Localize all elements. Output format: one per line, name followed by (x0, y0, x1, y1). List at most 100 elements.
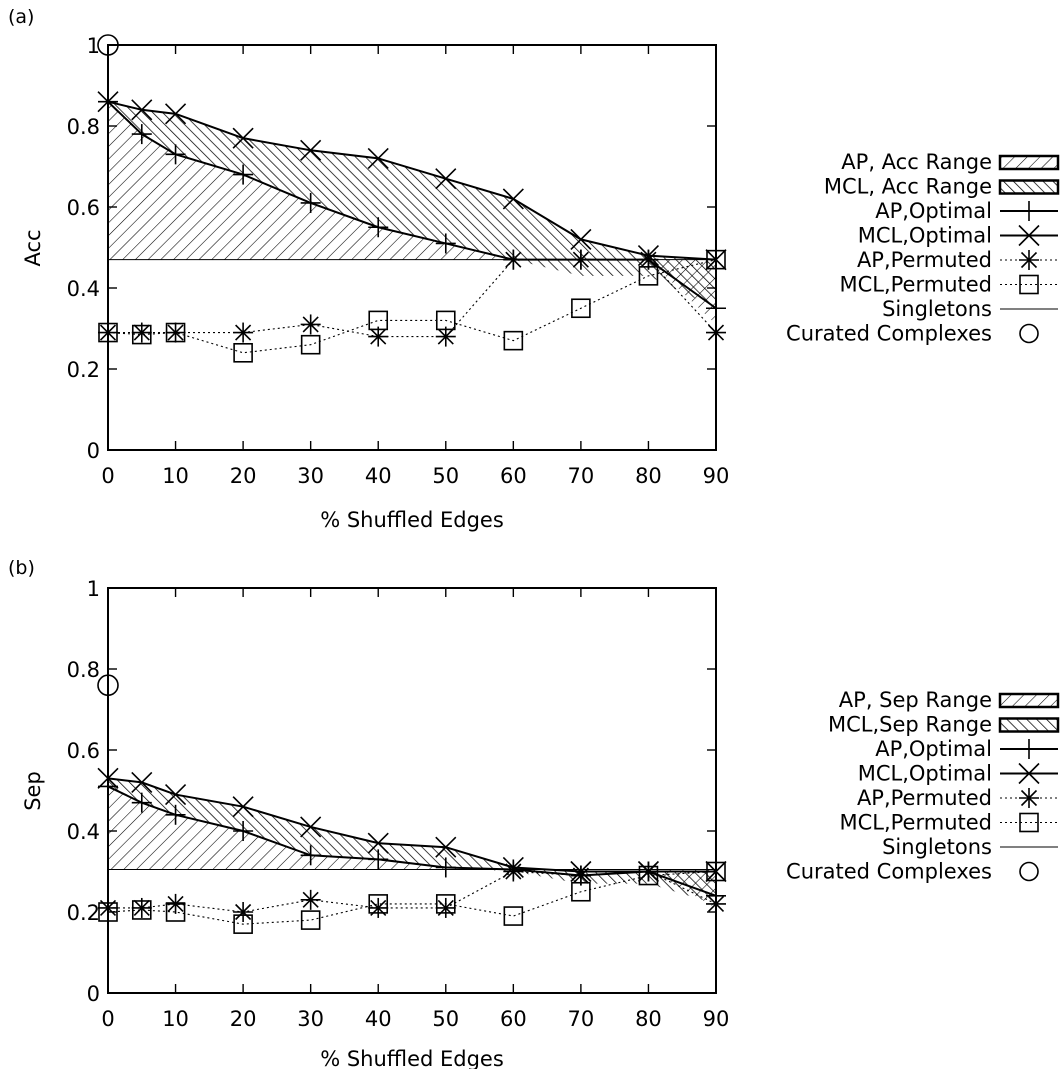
panel-b-legend-swatch (998, 717, 1060, 733)
panel-b-x-tick-label: 20 (230, 1007, 257, 1031)
panel-b: (b) 0 0.2 0.4 0.6 0.8 1 0 10 20 30 40 50 60 70 80 90 S… (8, 557, 1060, 1069)
panel-b-series-4-point-6 (368, 894, 389, 914)
panel-a-plot-frame (107, 44, 717, 451)
panel-a-series-3-point-3 (165, 322, 186, 343)
panel-a-legend-marker (1019, 201, 1039, 221)
panel-a-legend-marker (1019, 250, 1039, 270)
panel-b-legend-item: Curated Complexes (786, 860, 1039, 884)
panel-b-x-tick-label: 40 (365, 1007, 392, 1031)
panel-b-legend-item: AP,Optimal (875, 737, 1058, 761)
panel-b-y-tick-label: 0 (87, 982, 100, 1006)
panel-b-series-1-point-6 (368, 849, 389, 870)
panel-a-legend-label: AP,Permuted (857, 248, 992, 272)
panel-a-x-tick-label: 60 (500, 464, 527, 488)
panel-b-series-1-point-5 (300, 845, 321, 866)
panel-b-legend-marker (1019, 812, 1039, 833)
panel-b-series-4-point-10 (638, 865, 659, 886)
panel-a-legend-item: Curated Complexes (786, 322, 1039, 346)
panel-a-series-1-point-4 (233, 164, 254, 185)
panel-b-x-tick-label: 90 (703, 1007, 730, 1031)
panel-b-series-4-point-5 (300, 910, 321, 930)
panel-b-legend-label: Singletons (882, 835, 992, 859)
panel-b-legend-item: AP, Sep Range (839, 688, 1060, 712)
panel-a-x-tick-label: 50 (432, 464, 459, 488)
panel-b-series-2-point-2 (131, 771, 153, 793)
panel-a-series-2-point-8 (502, 188, 524, 210)
panel-b-series-3-point-10 (638, 861, 659, 882)
panel-a-x-tick-label: 90 (703, 464, 730, 488)
panel-b-series-2-point-4 (232, 796, 254, 818)
panel-b-series-3-point-4 (233, 902, 254, 922)
panel-a-series-1-point-3 (165, 144, 186, 165)
panel-a-series-4-point-9 (571, 298, 591, 319)
panel-b-y-tick-label: 0.4 (67, 820, 100, 844)
panel-b-legend-label: MCL,Permuted (839, 811, 992, 835)
panel-a-x-tick-label: 10 (162, 464, 189, 488)
panel-b-legend-label: AP, Sep Range (839, 688, 992, 712)
panel-a-legend-item: AP,Permuted (857, 248, 1058, 272)
panel-a-y-tick-label: 0 (87, 439, 100, 463)
panel-b-y-tick-label: 0.2 (67, 901, 100, 925)
panel-a-x-tick-label: 20 (230, 464, 257, 488)
panel-a-legend-label: MCL,Optimal (858, 224, 992, 248)
panel-b-series-3-point-7 (435, 897, 456, 918)
panel-a-x-tick-label: 40 (365, 464, 392, 488)
panel-a-y-ticks: 0 0.2 0.4 0.6 0.8 1 (67, 34, 716, 463)
panel-b-legend-item: AP,Permuted (857, 786, 1058, 810)
panel-a-series-2-point-3 (164, 103, 187, 125)
panel-a-legend-swatch (998, 179, 1060, 195)
panel-a-x-tick-label: 30 (297, 464, 324, 488)
panel-a-legend-item: AP,Optimal (875, 199, 1058, 223)
panel-a-series-1-point-2 (131, 124, 152, 145)
panel-a-series-2-point-5 (300, 139, 322, 161)
panel-a-y-tick-label: 0.6 (67, 196, 100, 220)
panel-a: (a) 0 0.2 0.4 0.6 0.8 1 0 10 20 30 40 50 60 70 80 90 A… (8, 6, 1060, 532)
panel-a-legend-item: Singletons (882, 297, 1058, 321)
panel-a-series-3-point-8 (503, 249, 524, 270)
panel-b-series-4-point-8 (503, 906, 524, 926)
panel-b-legend-label: AP,Permuted (857, 786, 992, 810)
panel-a-series-3-point-2 (131, 322, 152, 343)
panel-a-y-tick-label: 0.8 (67, 115, 100, 139)
panel-b-x-tick-label: 60 (500, 1007, 527, 1031)
panel-b-series-3-point-3 (165, 893, 186, 914)
panel-a-legend-label: MCL,Permuted (839, 273, 992, 297)
panel-b-x-tick-label: 50 (432, 1007, 459, 1031)
panel-b-x-tick-label: 80 (635, 1007, 662, 1031)
panel-b-legend-item: MCL,Permuted (839, 811, 1058, 835)
panel-a-range-fill-1 (108, 101, 716, 325)
panel-a-legend-label: AP,Optimal (875, 199, 992, 223)
panel-a-series-line-4 (107, 259, 717, 354)
panel-b-series-2-point-7 (435, 836, 457, 858)
panel-b-label: (b) (8, 557, 35, 579)
panel-b-series-3-point-5 (300, 889, 321, 910)
panel-b-series-3-point-8 (503, 861, 524, 882)
panel-a-series-2-point-9 (570, 228, 592, 250)
panel-b-y-tick-label: 0.8 (67, 658, 100, 682)
panel-b-series-4-point-9 (571, 881, 591, 902)
panel-a-x-ticks: 0 10 20 30 40 50 60 70 80 90 (101, 45, 729, 488)
panel-a-series-1-point-5 (300, 192, 321, 213)
panel-b-y-tick-label: 0.6 (67, 739, 100, 763)
panel-b-series-1-point-4 (233, 821, 254, 841)
panel-b-plot-frame (107, 587, 717, 994)
panel-a-series-1-point-6 (368, 217, 389, 238)
panel-a-series-3-point-9 (570, 249, 591, 270)
panel-a-legend-marker (1019, 274, 1039, 295)
panel-b-legend-label: MCL,Optimal (858, 762, 992, 786)
panel-b-series-4-point-4 (233, 914, 253, 934)
panel-b-series-3-point-6 (368, 897, 389, 918)
panel-a-series-4-point-8 (503, 330, 524, 351)
panel-a-series-4-point-6 (368, 310, 389, 331)
panel-a-series-2-point-6 (367, 147, 389, 169)
panel-b-series-4-point-7 (435, 894, 456, 914)
panel-a-series-2-point-2 (131, 99, 153, 121)
panel-a-legend-label: AP, Acc Range (841, 150, 992, 174)
panel-a-y-tick-label: 1 (87, 34, 100, 58)
panel-a-series-4-point-10 (638, 266, 659, 286)
panel-a-series-2-point-4 (232, 127, 254, 149)
panel-a-fills (108, 101, 716, 325)
panel-a-label: (a) (8, 6, 34, 28)
